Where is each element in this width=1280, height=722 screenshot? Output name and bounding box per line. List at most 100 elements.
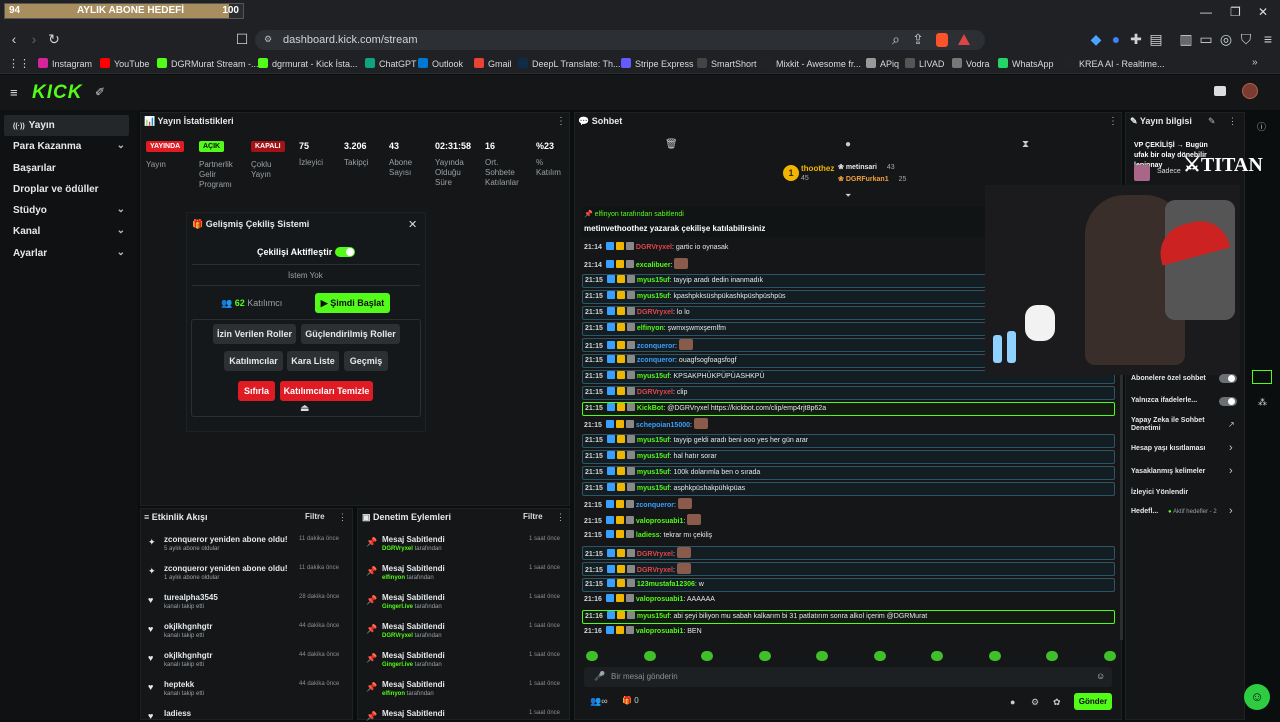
sidebar-item-2[interactable]: Başarılar (13, 163, 129, 174)
sidebar-item-6[interactable]: Ayarlar ⌄ (13, 247, 129, 259)
chat-username[interactable]: KickBot (636, 405, 664, 412)
chat-username[interactable]: excalibuer (635, 262, 671, 269)
site-info-icon[interactable]: ⚙ (264, 34, 273, 44)
share-nodes-icon[interactable]: ⁂ (1258, 397, 1267, 407)
info-icon[interactable]: ⓘ (1257, 122, 1267, 132)
gear-icon[interactable]: ⚙ (1031, 697, 1040, 707)
quick-emote-icon[interactable] (586, 651, 598, 661)
chevron-right-icon[interactable]: › (1229, 505, 1233, 517)
chat-username[interactable]: myus15uf (636, 613, 670, 620)
chevron-right-icon[interactable]: › (1229, 465, 1233, 477)
quick-emote-icon[interactable] (1103, 651, 1116, 661)
chevron-right-icon[interactable]: › (1229, 442, 1233, 454)
chat-input[interactable]: Bir mesaj gönderin (611, 672, 678, 681)
bookmark-10[interactable]: Mixkit - Awesome fr... (762, 58, 861, 69)
chat-username[interactable]: valoprosuabi1 (635, 628, 684, 635)
bookmark-6[interactable]: Gmail (474, 58, 512, 69)
sidebar-toggle-icon[interactable]: ▥ (1179, 31, 1193, 47)
chat-username[interactable]: 123mustafa12306 (636, 581, 695, 588)
quick-emote-icon[interactable] (643, 651, 656, 661)
chat-username[interactable]: myus15uf (636, 453, 670, 460)
address-bar[interactable]: dashboard.kick.com/stream (255, 30, 985, 50)
hamburger-icon[interactable]: ≡ (10, 85, 18, 100)
sidebar-item-3[interactable]: Droplar ve ödüller (13, 184, 129, 195)
edit-icon[interactable]: ✎ (1208, 116, 1216, 126)
chat-settings-icon[interactable]: ● (1010, 697, 1016, 707)
quick-emote-icon[interactable] (1046, 651, 1058, 661)
zoom-icon[interactable]: ⌕ (892, 31, 900, 47)
bookmark-4[interactable]: ChatGPT (365, 58, 417, 69)
chat-username[interactable]: DGRVryxel (636, 389, 673, 396)
back-icon[interactable]: ‹ (11, 31, 17, 47)
bookmark-14[interactable]: WhatsApp (998, 58, 1054, 69)
viewers-icon[interactable]: 👥∞ (590, 696, 608, 706)
bookmark-12[interactable]: LIVAD (905, 58, 944, 69)
shield-icon[interactable]: ⛉ (1240, 31, 1252, 47)
emoji-icon[interactable]: ☺ (1096, 671, 1106, 681)
quick-emote-icon[interactable] (701, 651, 713, 661)
hourglass-icon[interactable]: ⧗ (1022, 139, 1030, 150)
quick-emote-icon[interactable] (758, 651, 771, 661)
menu-icon[interactable]: ≡ (1263, 31, 1273, 47)
chat-username[interactable]: elfinyon (636, 325, 664, 332)
sidebar-item-1[interactable]: Para Kazanma ⌄ (13, 140, 129, 152)
option-raid[interactable]: İzleyici Yönlendir (1131, 489, 1189, 496)
quick-emote-icon[interactable] (873, 651, 886, 661)
chat-username[interactable]: myus15uf (636, 437, 670, 444)
chat-menu-icon[interactable]: ⋮ (1108, 116, 1118, 127)
collapse-icon[interactable]: ⏷ (845, 191, 852, 200)
chat-username[interactable]: DGRVryxel (636, 309, 673, 316)
emote-settings-icon[interactable]: ✿ (1053, 697, 1061, 707)
share-icon[interactable]: ⇪ (912, 31, 924, 47)
participants-button[interactable]: Katılımcılar (224, 351, 283, 371)
chat-username[interactable]: DGRVryxel (636, 567, 673, 574)
kick-logo[interactable]: KICK (32, 82, 83, 103)
bookmark-1[interactable]: YouTube (100, 58, 149, 69)
option-goals[interactable]: Hedefl... (1131, 508, 1159, 515)
extension-icon[interactable]: ● (1111, 31, 1121, 47)
sidebar-item-0[interactable]: ((·)) Yayın (4, 115, 129, 136)
send-button[interactable]: Gönder (1074, 693, 1112, 710)
chat-username[interactable]: schepoian15000 (635, 422, 690, 429)
stats-menu-icon[interactable]: ⋮ (556, 116, 566, 127)
quick-emote-icon[interactable] (988, 651, 1001, 661)
chat-username[interactable]: zconqueror (636, 343, 676, 350)
bookmark-7[interactable]: DeepL Translate: Th... (518, 58, 621, 69)
extensions-puzzle-icon[interactable]: ✚ (1130, 31, 1142, 47)
chat-username[interactable]: myus15uf (636, 469, 670, 476)
option-banned-words[interactable]: Yasaklanmış kelimeler (1131, 468, 1206, 475)
quick-emote-icon[interactable] (816, 651, 828, 661)
info-menu-icon[interactable]: ⋮ (1228, 116, 1237, 126)
chat-username[interactable]: DGRVryxel (635, 244, 672, 251)
subs-only-toggle[interactable] (1219, 374, 1237, 383)
chat-username[interactable]: myus15uf (636, 293, 670, 300)
chat-username[interactable]: myus15uf (636, 373, 670, 380)
wallet-icon[interactable]: ▭ (1199, 31, 1213, 47)
bookmark-8[interactable]: Stripe Express (621, 58, 694, 69)
chat-username[interactable]: zconqueror (635, 502, 675, 509)
tab-search-icon[interactable]: ▤ (1149, 31, 1163, 47)
chat-username[interactable]: myus15uf (636, 485, 670, 492)
emote-only-toggle[interactable] (1219, 397, 1237, 406)
boosted-roles-button[interactable]: Güçlendirilmiş Roller (301, 324, 400, 344)
chat-bubble-icon[interactable]: ● (845, 139, 852, 150)
reload-icon[interactable]: ↻ (48, 31, 60, 47)
chat-username[interactable]: valoprosuabi1 (635, 596, 684, 603)
chat-scrollbar[interactable] (1120, 240, 1123, 640)
giveaway-toggle[interactable] (335, 247, 355, 257)
bookmark-11[interactable]: APiq (866, 58, 899, 69)
sidebar-item-5[interactable]: Kanal ⌄ (13, 225, 129, 237)
clear-participants-button[interactable]: Katılımcıları Temizle (280, 381, 373, 401)
history-button[interactable]: Geçmiş (344, 351, 388, 371)
more-bookmarks-icon[interactable]: » (1252, 57, 1258, 68)
apps-grid-icon[interactable]: ⋮⋮ (8, 58, 30, 70)
bookmark-9[interactable]: SmartShort (697, 58, 757, 69)
focus-icon[interactable] (1252, 370, 1272, 384)
bookmark-3[interactable]: dgrmurat - Kick İsta... (258, 58, 358, 69)
avatar[interactable] (1242, 83, 1258, 99)
bookmark-icon[interactable]: ☐ (235, 31, 249, 47)
giveaway-close-icon[interactable]: ✕ (408, 219, 418, 231)
forward-icon[interactable]: › (31, 31, 37, 47)
blacklist-button[interactable]: Kara Liste (287, 351, 339, 371)
bookmark-5[interactable]: Outlook (418, 58, 463, 69)
